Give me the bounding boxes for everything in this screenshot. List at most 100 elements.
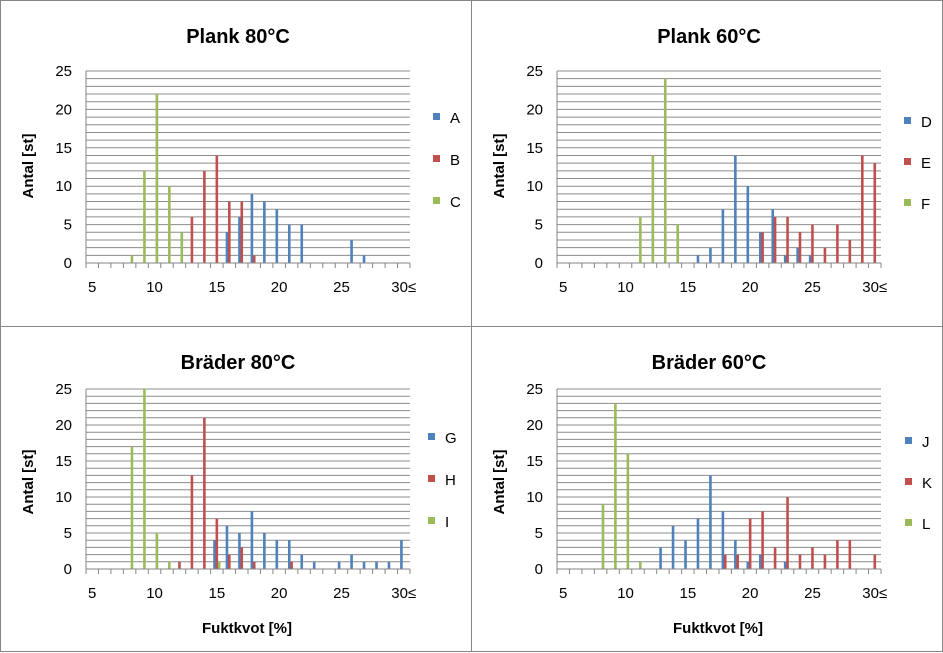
y-tick-label: 20 [526,417,543,434]
bar [238,533,241,569]
legend-label: H [445,472,456,489]
chart-title: Plank 80°C [186,26,290,48]
bar [709,475,712,569]
bar [823,554,827,569]
legend-label: C [450,194,461,211]
bar [786,497,789,569]
legend: G H I [428,430,457,531]
bar [228,554,231,569]
legend-swatch [905,478,912,485]
bar [783,561,787,569]
bar [836,224,839,263]
bar [178,561,181,569]
y-tick-label: 20 [526,101,543,118]
legend: A B C [433,110,461,211]
axes [556,389,882,574]
bar [275,209,279,263]
bar [250,193,254,263]
y-axis-label: Antal [st] [20,134,37,199]
bar [746,186,750,263]
bar [362,561,366,569]
chart-panel-plank-60: Plank 60°C Antal [st] 0 5 10 15 20 25 5 10 15 20… [471,0,943,327]
y-tick-label: 10 [526,489,543,506]
legend-swatch [433,155,440,162]
bar [130,255,134,263]
legend-swatch [905,519,912,526]
chart-title: Plank 60°C [657,26,761,48]
bar [811,547,814,569]
bar [250,511,254,569]
bar [786,216,789,263]
bar [696,518,700,569]
legend-swatch [904,117,911,124]
legend-swatch [428,433,435,440]
bar [696,255,700,263]
bar [663,78,667,264]
bars [639,78,877,264]
x-tick-labels: 5 10 15 20 25 30≤ [559,279,887,296]
bar [130,446,134,569]
y-tick-label: 25 [55,381,72,398]
bar [771,209,775,263]
x-axis-label: Fuktkvot [%] [673,620,763,637]
gridlines [557,388,881,563]
x-tick-label: 15 [209,585,226,602]
x-tick-label: 30≤ [391,585,416,602]
y-axis-label: Antal [st] [20,450,37,515]
legend-label: B [450,152,460,169]
bar [808,255,812,263]
x-tick-label: 20 [271,585,288,602]
axes [556,71,882,268]
bar [798,232,802,263]
x-tick-label: 10 [617,279,634,296]
chart-title: Bräder 80°C [181,352,296,374]
bar [225,232,229,263]
bar [143,170,146,263]
y-tick-labels: 0 5 10 15 20 25 [526,381,543,578]
x-tick-labels: 5 10 15 20 25 30≤ [88,585,416,602]
x-tick-label: 20 [742,585,759,602]
bar [848,540,852,569]
x-tick-label: 15 [680,279,697,296]
bar [873,554,877,569]
x-tick-label: 25 [804,279,821,296]
x-tick-label: 10 [617,585,634,602]
bar [143,389,146,569]
x-tick-label: 15 [680,585,697,602]
bar [798,554,802,569]
bar [275,540,279,569]
bar [300,554,304,569]
x-tick-labels: 5 10 15 20 25 30≤ [88,279,416,296]
y-axis-label: Antal [st] [491,450,508,515]
y-tick-label: 25 [526,63,543,80]
y-tick-label: 5 [64,525,72,542]
legend-swatch [905,437,912,444]
y-tick-label: 15 [55,453,72,470]
bar [796,247,799,263]
bar [761,511,764,569]
bar [362,255,366,263]
bar [783,255,787,263]
x-tick-label: 5 [559,279,567,296]
gridlines [86,388,410,563]
bar [761,232,764,263]
bar [225,525,229,569]
chart-svg: Bräder 80°C Antal [st] Fuktkvot [%] 0510… [20,352,457,637]
x-tick-label: 15 [209,279,226,296]
bar [626,453,630,569]
bar [601,504,605,569]
x-tick-label: 10 [146,279,163,296]
bar [861,155,864,263]
y-tick-label: 0 [64,561,72,578]
x-tick-label: 25 [804,585,821,602]
x-tick-labels: 5 10 15 20 25 30≤ [559,585,887,602]
axes [85,71,411,268]
bar [400,540,403,569]
gridlines [86,70,410,256]
bar [734,155,737,263]
bar [238,216,241,263]
bar [387,561,391,569]
bar [823,247,827,263]
